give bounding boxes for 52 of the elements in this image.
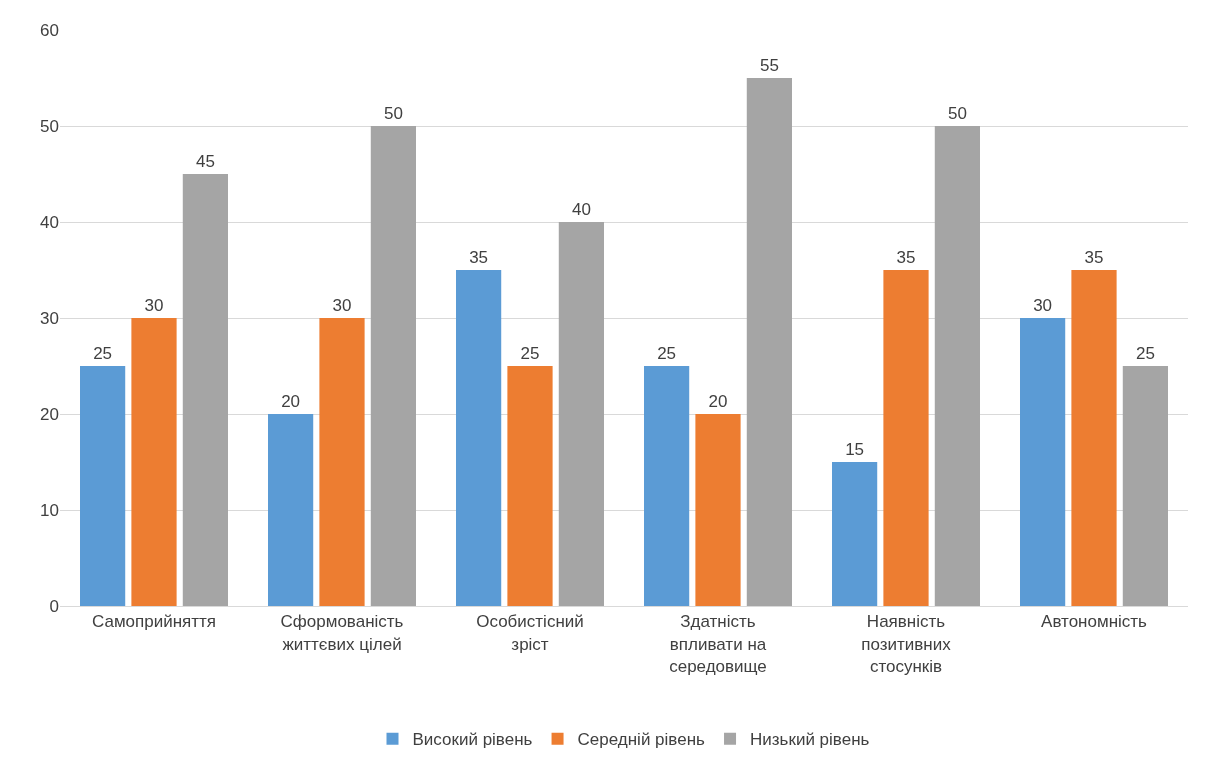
data-label: 35 (469, 248, 489, 267)
x-tick-label: Наявність позитивних стосунків (861, 612, 952, 676)
bar (746, 78, 792, 606)
data-label: 25 (520, 344, 540, 363)
data-label: 50 (383, 104, 403, 123)
bar (1071, 270, 1117, 606)
data-label: 55 (759, 56, 779, 75)
data-label: 15 (845, 440, 865, 459)
legend-label: Низький рівень (750, 730, 870, 750)
y-tick-label: 60 (40, 20, 59, 40)
bar (319, 318, 365, 606)
y-tick-label: 40 (40, 212, 59, 232)
data-label: 35 (896, 248, 916, 267)
y-tick-label: 20 (40, 404, 59, 424)
legend-label: Високий рівень (412, 730, 533, 750)
data-label: 40 (571, 200, 591, 219)
bar (80, 366, 126, 606)
bar (182, 174, 228, 606)
data-label: 50 (947, 104, 967, 123)
bar (456, 270, 502, 606)
bar (370, 126, 416, 606)
data-label: 30 (332, 296, 352, 315)
bar (131, 318, 177, 606)
y-tick-label: 10 (40, 500, 59, 520)
legend-label: Середній рівень (577, 730, 706, 750)
data-label: 20 (281, 392, 301, 411)
y-tick-label: 50 (40, 116, 59, 136)
bar (558, 222, 604, 606)
data-label: 25 (657, 344, 677, 363)
y-tick-label: 0 (49, 596, 59, 616)
data-label: 45 (195, 152, 215, 171)
x-tick-label: Здатність впливати на середовище (669, 612, 767, 676)
bar (832, 462, 878, 606)
data-label: 25 (93, 344, 113, 363)
data-label: 25 (1135, 344, 1155, 363)
data-label: 30 (1033, 296, 1053, 315)
bar (695, 414, 741, 606)
x-tick-label: Сформованість життєвих цілей (280, 612, 404, 654)
x-tick-label: Самоприйняття (91, 612, 217, 632)
data-label: 30 (144, 296, 164, 315)
bar (1020, 318, 1066, 606)
x-tick-label: Особистісний зріст (476, 612, 584, 654)
y-tick-label: 30 (40, 308, 59, 328)
bar (1122, 366, 1168, 606)
data-label: 20 (708, 392, 728, 411)
bar (507, 366, 553, 606)
data-label: 35 (1084, 248, 1104, 267)
x-tick-label: Автономність (1041, 612, 1148, 632)
bar (644, 366, 690, 606)
bar (883, 270, 929, 606)
bar (934, 126, 980, 606)
bar (268, 414, 314, 606)
